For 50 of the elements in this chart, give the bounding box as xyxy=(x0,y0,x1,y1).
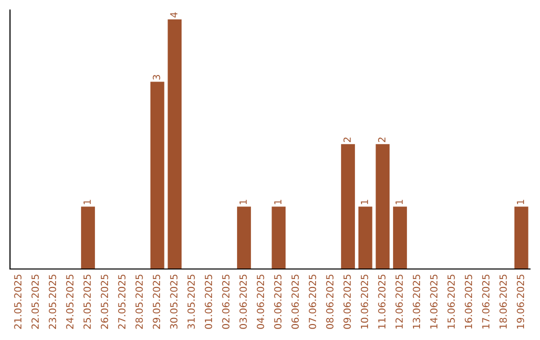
data-label: 1 xyxy=(240,200,247,204)
bar xyxy=(376,144,390,269)
data-label: 2 xyxy=(378,138,386,142)
data-label: 3 xyxy=(152,74,160,80)
x-tick-label: 29.05.2025 xyxy=(152,274,160,329)
x-tick-label: 28.05.2025 xyxy=(135,274,143,329)
x-tick-label: 11.06.2025 xyxy=(378,274,386,328)
x-tick-label: 27.05.2025 xyxy=(118,274,126,329)
data-label: 4 xyxy=(170,12,178,18)
bar xyxy=(237,206,251,269)
data-label: 1 xyxy=(396,200,403,204)
x-tick-label: 21.05.2025 xyxy=(14,274,22,329)
x-tick-label: 31.05.2025 xyxy=(187,274,195,329)
bar xyxy=(168,19,182,269)
bar xyxy=(341,144,355,269)
x-tick-label: 06.06.2025 xyxy=(291,274,299,329)
x-tick-label: 22.05.2025 xyxy=(31,274,39,329)
x-tick-label: 09.06.2025 xyxy=(343,274,351,329)
x-tick-label: 26.05.2025 xyxy=(100,274,108,329)
bar xyxy=(514,206,528,269)
x-tick-label: 07.06.2025 xyxy=(308,274,316,329)
x-tick-label: 13.06.2025 xyxy=(412,274,420,328)
x-tick-label: 25.05.2025 xyxy=(83,274,91,329)
x-tick-label: 02.06.2025 xyxy=(222,274,230,329)
x-tick-label: 04.06.2025 xyxy=(256,274,264,329)
x-tick-label: 19.06.2025 xyxy=(516,274,524,328)
x-tick-label: 15.06.2025 xyxy=(447,274,455,328)
x-tick-label: 08.06.2025 xyxy=(326,274,334,329)
x-tick-label: 17.06.2025 xyxy=(482,274,490,328)
bar xyxy=(272,206,286,269)
x-tick-label: 14.06.2025 xyxy=(430,274,438,328)
x-tick-label: 24.05.2025 xyxy=(66,274,74,329)
data-label: 2 xyxy=(343,138,351,142)
bar xyxy=(393,206,407,269)
x-tick-label: 30.05.2025 xyxy=(170,274,178,329)
data-label: 1 xyxy=(84,200,91,204)
data-label: 1 xyxy=(360,200,368,204)
x-tick-label: 23.05.2025 xyxy=(48,274,56,329)
data-label: 1 xyxy=(274,200,282,204)
x-tick-label: 12.06.2025 xyxy=(395,274,403,328)
x-tick-label: 10.06.2025 xyxy=(360,274,368,328)
x-tick-label: 16.06.2025 xyxy=(464,274,472,328)
x-tick-label: 01.06.2025 xyxy=(204,274,212,329)
bar xyxy=(358,206,372,269)
x-tick-label: 05.06.2025 xyxy=(274,274,282,329)
bar xyxy=(150,82,164,269)
x-tick-label: 03.06.2025 xyxy=(239,274,247,329)
data-label: 1 xyxy=(516,200,524,204)
x-tick-label: 18.06.2025 xyxy=(499,274,507,328)
bar xyxy=(81,206,95,269)
